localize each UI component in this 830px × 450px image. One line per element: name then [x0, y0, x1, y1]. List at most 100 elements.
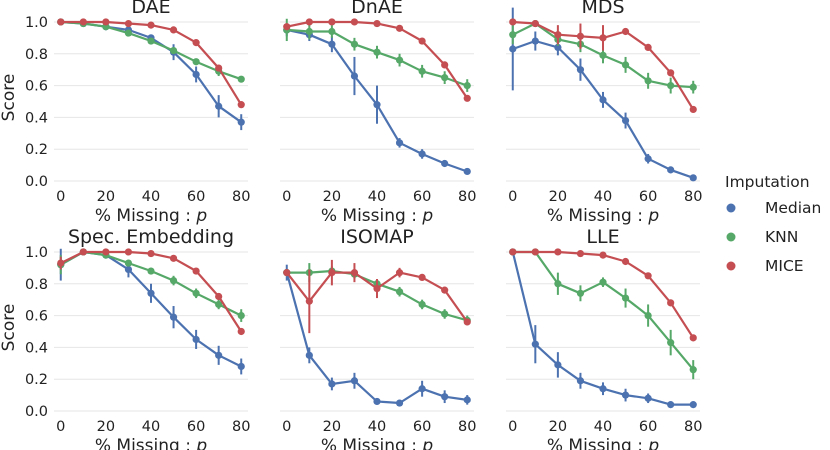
series-median [57, 248, 245, 375]
data-point [215, 102, 223, 110]
data-point [667, 69, 675, 77]
data-point [554, 280, 562, 288]
data-point [441, 74, 449, 82]
series-mice [509, 248, 697, 342]
data-point [373, 19, 381, 28]
data-point [463, 396, 471, 404]
data-point [621, 27, 630, 36]
data-point [395, 269, 404, 277]
data-point [79, 18, 87, 26]
data-point [621, 391, 630, 399]
data-point [395, 288, 404, 296]
y-tick-label: 0.2 [25, 372, 48, 388]
data-point [79, 248, 87, 256]
data-point [237, 118, 245, 126]
panel-dae: 0.0 0.2 0.4 0.6 0.8 1.0 0 20 40 60 80 DAE % Missing … [0, 0, 250, 226]
series-knn [509, 248, 697, 380]
data-point [102, 248, 110, 256]
data-point [667, 81, 675, 90]
panel-title: LLE [586, 226, 619, 248]
data-point [57, 18, 65, 26]
data-point [667, 401, 675, 409]
x-tick-label: 20 [549, 189, 567, 205]
series-knn [283, 18, 471, 92]
data-point [350, 40, 359, 48]
data-point [599, 34, 607, 42]
data-point [305, 297, 313, 305]
series-median [509, 7, 697, 182]
data-point [283, 269, 291, 277]
data-point [418, 67, 426, 75]
data-point [328, 18, 336, 26]
data-point [147, 21, 155, 29]
x-axis-label: % Missing : p [547, 436, 660, 450]
data-point [418, 37, 426, 45]
data-point [667, 299, 675, 307]
data-point [305, 27, 313, 36]
data-point [644, 77, 652, 85]
legend-item-median: Median [726, 199, 821, 217]
x-tick-label: 20 [97, 419, 115, 435]
x-axis-label: % Missing : p [547, 206, 660, 226]
data-point [689, 334, 697, 342]
data-point [328, 27, 336, 36]
y-tick-label: 0.2 [25, 142, 48, 158]
x-tick-label: 40 [142, 189, 160, 205]
legend-marker-knn [726, 232, 736, 242]
series-median [283, 23, 471, 176]
y-tick-label: 0.8 [25, 277, 48, 293]
data-point [124, 265, 133, 274]
series-median [509, 248, 697, 409]
data-point [192, 267, 200, 275]
data-point [554, 31, 562, 39]
panel-title: DAE [131, 0, 170, 18]
data-point [373, 284, 381, 293]
data-point [576, 377, 585, 385]
legend-item-mice: MICE [726, 257, 804, 275]
data-point [441, 61, 449, 69]
x-axis-label: % Missing : p [321, 436, 434, 450]
data-point [328, 40, 336, 48]
x-tick-label: 60 [187, 419, 205, 435]
data-point [147, 289, 155, 297]
data-point [192, 289, 200, 297]
data-point [418, 385, 426, 393]
x-tick-label: 80 [458, 189, 476, 205]
data-point [192, 70, 200, 79]
data-point [237, 311, 245, 320]
data-point [463, 318, 471, 326]
data-point [644, 43, 652, 52]
x-tick-label: 20 [323, 419, 341, 435]
data-point [124, 259, 133, 267]
x-tick-label: 40 [142, 419, 160, 435]
legend-title: Imputation [725, 173, 810, 191]
series-mice [283, 259, 471, 334]
panel-spec-embedding: 0.0 0.2 0.4 0.6 0.8 1.0 0 20 40 60 80 Spec. Embeddi… [0, 226, 250, 450]
data-point [373, 397, 381, 406]
data-point [395, 56, 404, 64]
data-point [395, 24, 404, 32]
data-point [621, 294, 630, 302]
series-line [512, 250, 695, 339]
data-point [554, 43, 562, 52]
panel-lle: 0 20 40 60 80 LLE % Missing : p [506, 226, 702, 450]
y-tick-label: 0.0 [25, 174, 48, 190]
y-tick-label: 0.8 [25, 47, 48, 63]
data-point [169, 254, 178, 262]
y-axis-label: Score [0, 304, 19, 352]
series-knn [57, 248, 245, 322]
data-point [305, 351, 313, 359]
data-point [192, 39, 200, 47]
data-point [509, 31, 517, 39]
data-point [350, 377, 359, 385]
panel-title: MDS [581, 0, 624, 18]
x-tick-label: 60 [187, 189, 205, 205]
legend: Imputation Median KNN MICE [725, 173, 821, 275]
data-point [689, 105, 697, 114]
data-point [102, 18, 110, 26]
x-tick-label: 0 [282, 189, 291, 205]
data-point [621, 257, 630, 266]
legend-label-mice: MICE [765, 257, 804, 275]
data-point [576, 32, 585, 40]
data-point [147, 267, 155, 275]
